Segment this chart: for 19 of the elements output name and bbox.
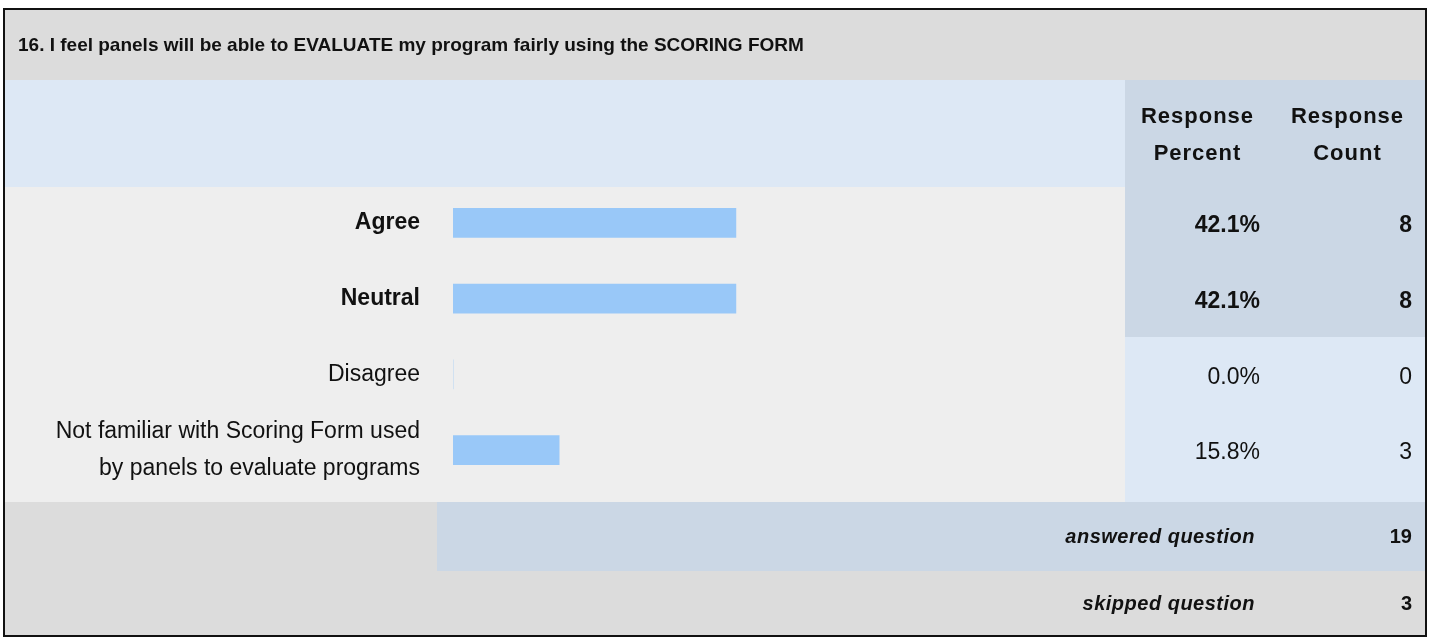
text: 8: [1399, 286, 1413, 313]
data-label: 15.8%: [1194, 438, 1260, 465]
data-label: 0.0%: [1207, 362, 1260, 389]
text: 3: [1399, 590, 1412, 616]
data-label: 42.1%: [1194, 286, 1260, 313]
text: skipped question: [1081, 590, 1255, 616]
chart-title: 16. I feel panels will be able to EVALUATE my program fairly using the SCORING FORM: [18, 33, 805, 57]
y-tick-label: Not familiar with Scoring Form used by panels to evaluate programs: [55, 417, 420, 480]
data-label: 42.1%: [1194, 211, 1260, 238]
text: 3: [1399, 438, 1412, 465]
text: Response Count: [1289, 101, 1406, 167]
text: answered question: [1064, 524, 1255, 549]
text: 8: [1399, 211, 1413, 238]
y-tick-label: Agree: [354, 208, 420, 235]
text: 19: [1388, 524, 1412, 549]
y-tick-label: Disagree: [327, 359, 420, 386]
text: 0: [1399, 362, 1412, 389]
text: Response Percent: [1139, 101, 1256, 167]
y-tick-label: Neutral: [340, 283, 420, 310]
